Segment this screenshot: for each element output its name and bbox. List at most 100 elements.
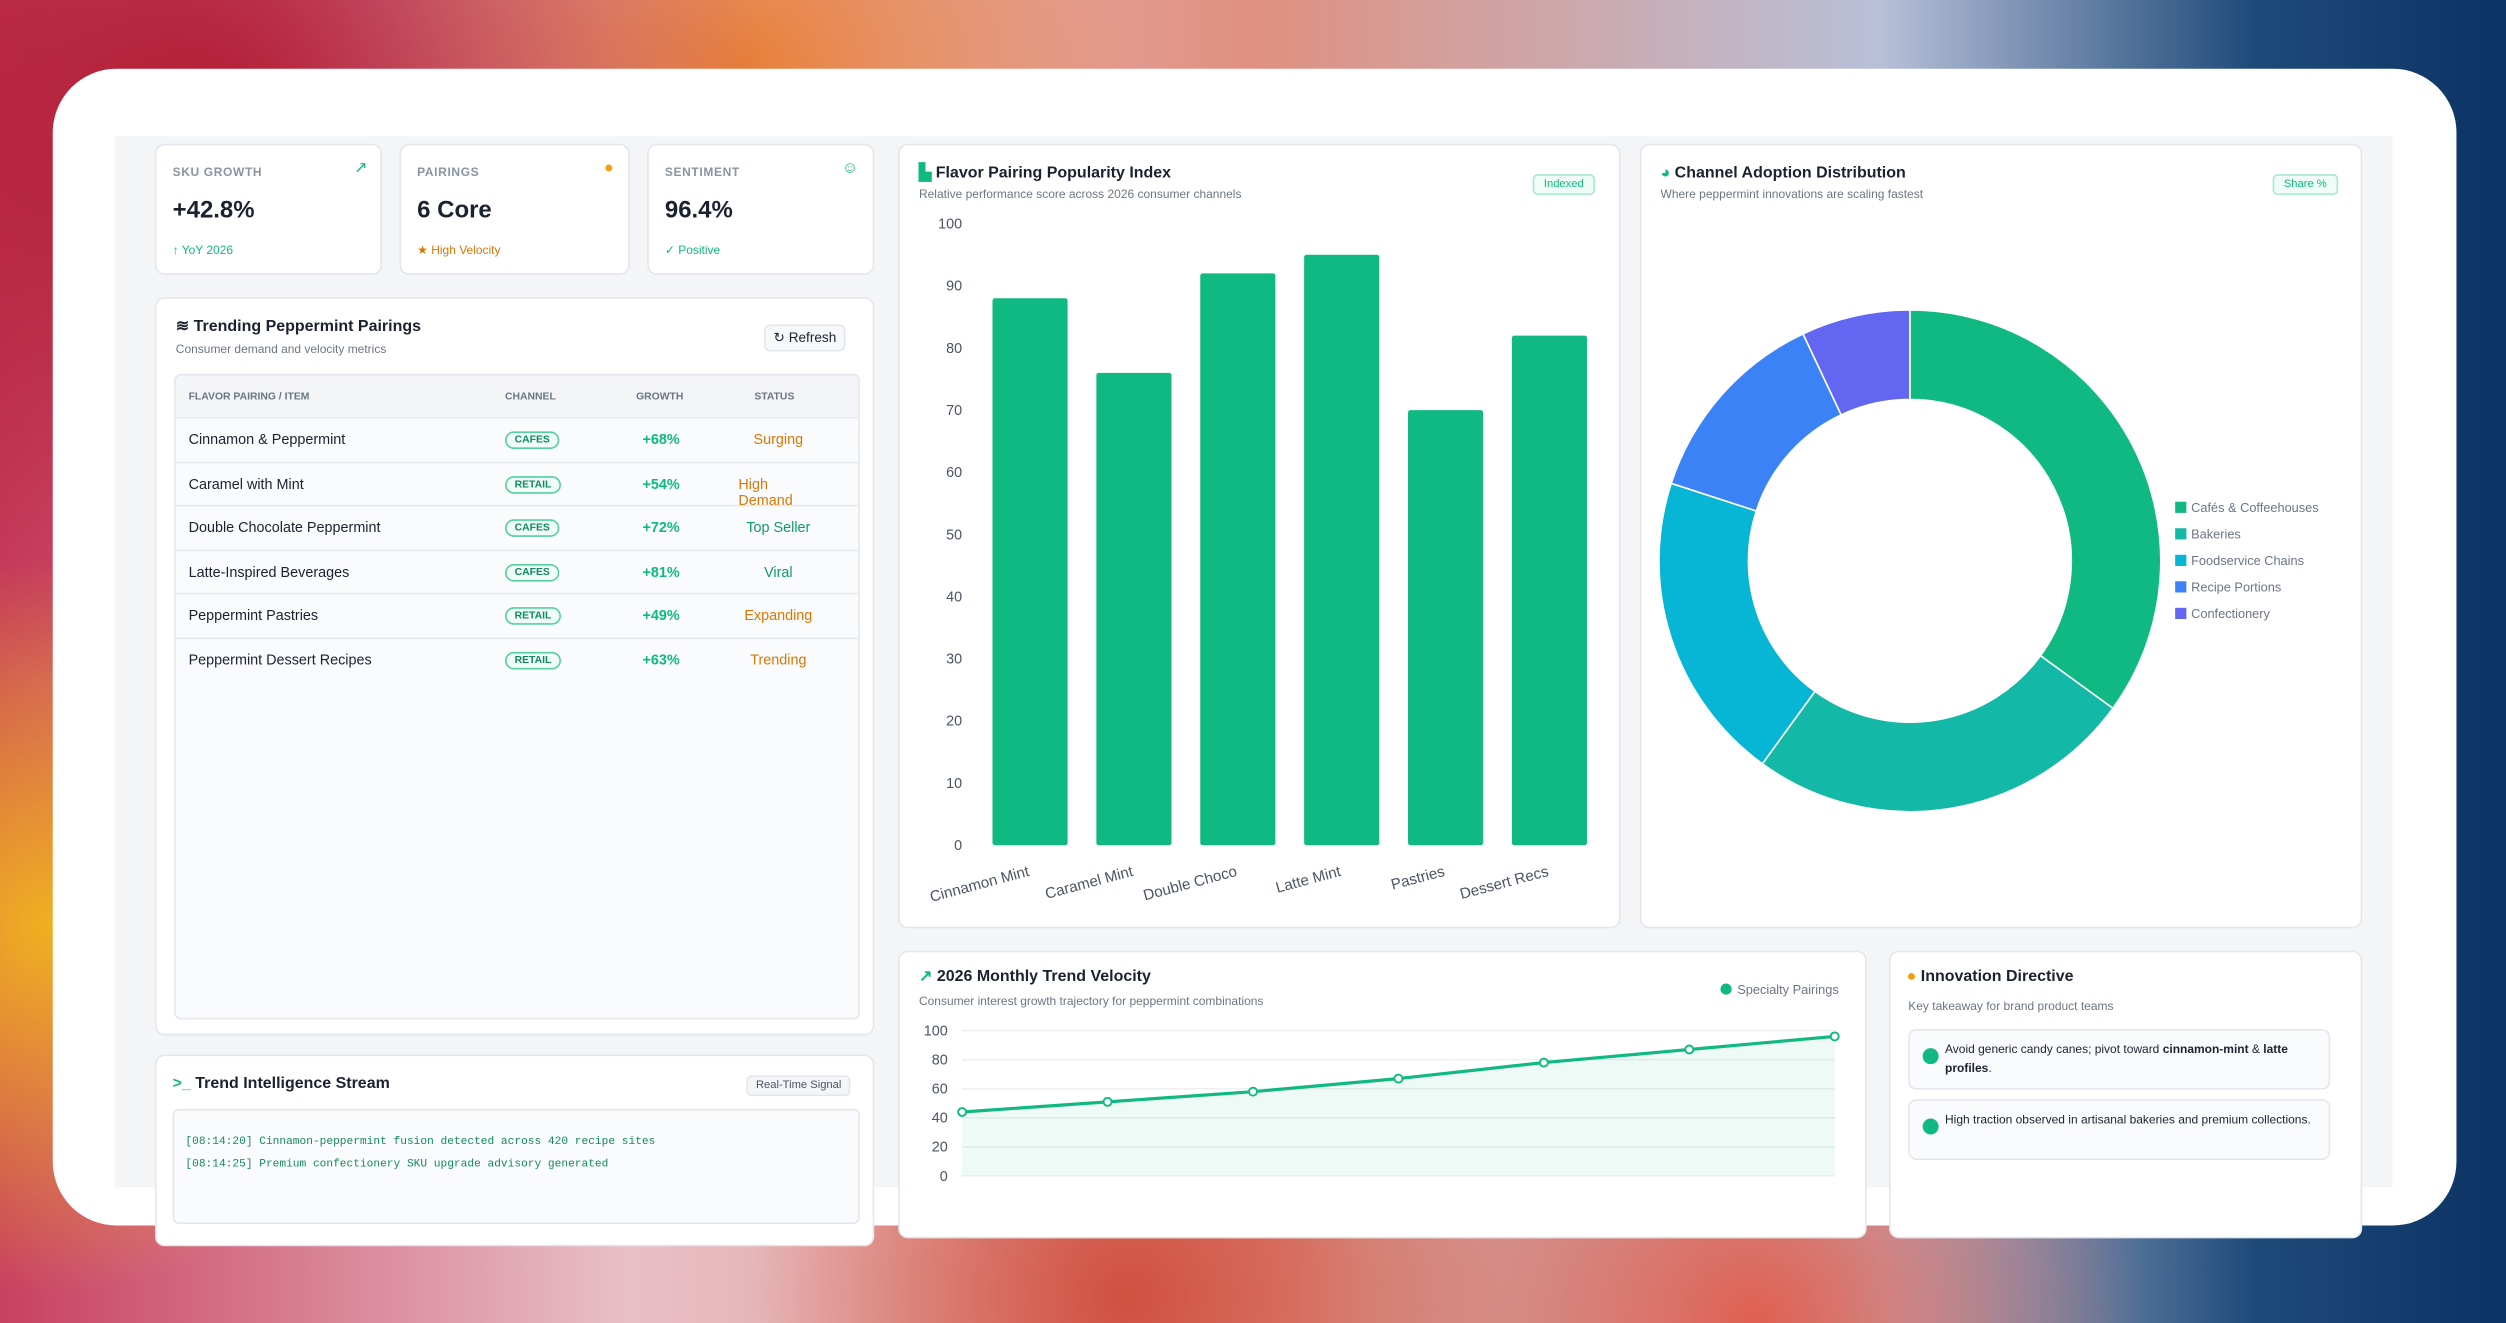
text: . xyxy=(1988,1060,1992,1076)
header: STATUS xyxy=(754,391,795,403)
check-icon xyxy=(1922,1048,1939,1065)
text: Positive xyxy=(678,242,721,258)
legend-swatch xyxy=(2175,528,2187,540)
panel-subtitle: Key takeaway for brand product teams xyxy=(1908,998,2114,1014)
directive-text: High traction observed in artisanal bake… xyxy=(1945,1110,2322,1129)
kpi-note: ✓ Positive xyxy=(664,242,721,258)
item: Peppermint Pastries xyxy=(188,607,319,624)
channel: CAFES xyxy=(505,518,560,537)
y-tick-label: 70 xyxy=(946,403,962,419)
text: Trend Intelligence Stream xyxy=(195,1075,390,1093)
y-tick-label: 40 xyxy=(932,1111,948,1127)
growth: +81% xyxy=(642,563,680,580)
chip: CAFES xyxy=(505,519,560,537)
y-tick-label: 80 xyxy=(932,1052,948,1068)
panel-subtitle: Relative performance score across 2026 c… xyxy=(918,186,1242,202)
legend-label: Foodservice Chains xyxy=(2191,553,2304,568)
pie-panel: ◕ Channel Adoption Distribution Where pe… xyxy=(1639,143,2363,929)
item: Cinnamon & Peppermint xyxy=(188,431,346,448)
bar xyxy=(1200,273,1276,846)
legend-label: Bakeries xyxy=(2191,527,2241,542)
bar xyxy=(1096,372,1172,846)
log: [08:14:20] Cinnamon-peppermint fusion de… xyxy=(172,1108,860,1224)
table-row: Caramel with Mint RETAIL +54% High Demand xyxy=(175,460,859,508)
y-tick-label: 10 xyxy=(946,776,962,792)
icon: ☺ xyxy=(841,159,859,178)
refresh-button[interactable]: ↻ Refresh xyxy=(763,324,846,352)
status: Surging xyxy=(753,431,804,448)
kpi-card: SENTIMENT ☺ 96.4% ✓ Positive xyxy=(647,143,875,275)
panel-title: ● Innovation Directive xyxy=(1906,968,2074,986)
legend-label: Cafés & Coffeehouses xyxy=(2191,500,2319,515)
line-point xyxy=(1248,1086,1258,1097)
status: Top Seller xyxy=(746,519,811,536)
pie-slice xyxy=(1658,482,1817,765)
text: cinnamon-mint xyxy=(2162,1041,2249,1057)
chip: RETAIL xyxy=(505,651,561,669)
panel-title: >_ Trend Intelligence Stream xyxy=(172,1075,390,1093)
text: 2026 Monthly Trend Velocity xyxy=(936,968,1151,986)
text: latte profiles xyxy=(1945,1041,2288,1076)
stream-panel: >_ Trend Intelligence Stream Real-Time S… xyxy=(155,1054,875,1247)
text: Refresh xyxy=(788,329,837,346)
legend-label: Confectionery xyxy=(2191,606,2270,621)
bar xyxy=(1304,254,1380,846)
growth: +63% xyxy=(642,651,680,668)
icon: ↗ xyxy=(354,159,368,178)
y-tick-label: 60 xyxy=(946,465,962,481)
directive-item: High traction observed in artisanal bake… xyxy=(1908,1099,2331,1161)
text: Innovation Directive xyxy=(1920,968,2074,986)
panel-title: ◕ Channel Adoption Distribution xyxy=(1660,164,1906,183)
x-tick-label: Latte Mint xyxy=(1274,863,1344,897)
kpi-value: 96.4% xyxy=(664,196,733,224)
table-row: Peppermint Dessert Recipes RETAIL +63% Tren… xyxy=(175,636,859,682)
y-tick-label: 50 xyxy=(946,527,962,543)
y-tick-label: 40 xyxy=(946,589,962,605)
y-tick-label: 0 xyxy=(940,1169,948,1185)
panel-subtitle: Consumer interest growth trajectory for … xyxy=(918,993,1264,1009)
log-line: [08:14:20] Cinnamon-peppermint fusion de… xyxy=(185,1136,656,1149)
y-tick-label: 30 xyxy=(946,652,962,668)
growth: +49% xyxy=(642,607,680,624)
legend-swatch xyxy=(2175,501,2187,513)
line-point xyxy=(1538,1057,1549,1068)
line-point xyxy=(1102,1096,1113,1107)
kpi-card: PAIRINGS ● 6 Core ★ High Velocity xyxy=(399,143,630,275)
panel-subtitle: Where peppermint innovations are scaling… xyxy=(1660,186,1924,202)
y-tick-label: 20 xyxy=(946,714,962,730)
line-point xyxy=(957,1107,968,1117)
table-header: FLAVOR PAIRING / ITEM CHANNEL GROWTH STA… xyxy=(175,375,859,418)
chip: RETAIL xyxy=(505,607,561,625)
kpi-label: PAIRINGS xyxy=(417,164,480,179)
legend-swatch xyxy=(1720,983,1732,995)
bar xyxy=(1511,335,1588,846)
panel-title: ↗ 2026 Monthly Trend Velocity xyxy=(918,968,1151,986)
badge: Share % xyxy=(2272,174,2338,195)
x-tick-label: Caramel Mint xyxy=(1043,863,1135,903)
badge: Indexed xyxy=(1532,174,1595,195)
channel: CAFES xyxy=(505,430,560,449)
panel-title: ▙ Flavor Pairing Popularity Index xyxy=(918,164,1172,183)
kpi-value: +42.8% xyxy=(172,196,255,224)
channel: CAFES xyxy=(505,562,560,581)
directive-panel: ● Innovation Directive Key takeaway for … xyxy=(1889,950,2363,1239)
item: Peppermint Dessert Recipes xyxy=(188,651,372,668)
check-icon xyxy=(1922,1118,1939,1135)
text: Flavor Pairing Popularity Index xyxy=(935,164,1172,183)
chip: CAFES xyxy=(505,431,560,449)
x-tick-label: Pastries xyxy=(1389,863,1447,894)
item: Latte-Inspired Beverages xyxy=(188,563,350,580)
growth: +68% xyxy=(642,431,680,448)
chip: CAFES xyxy=(505,563,560,581)
header: FLAVOR PAIRING / ITEM xyxy=(188,391,310,403)
text: High traction observed in artisanal bake… xyxy=(1945,1112,2311,1127)
y-tick-label: 20 xyxy=(932,1140,948,1156)
status: Trending xyxy=(750,651,807,668)
pie-slice xyxy=(1909,309,2162,710)
badge: Real-Time Signal xyxy=(746,1075,851,1097)
chip: RETAIL xyxy=(505,475,561,493)
status: High Demand xyxy=(738,475,793,508)
x-tick-label: Double Choco xyxy=(1142,863,1239,904)
y-tick-label: 100 xyxy=(924,1023,948,1039)
